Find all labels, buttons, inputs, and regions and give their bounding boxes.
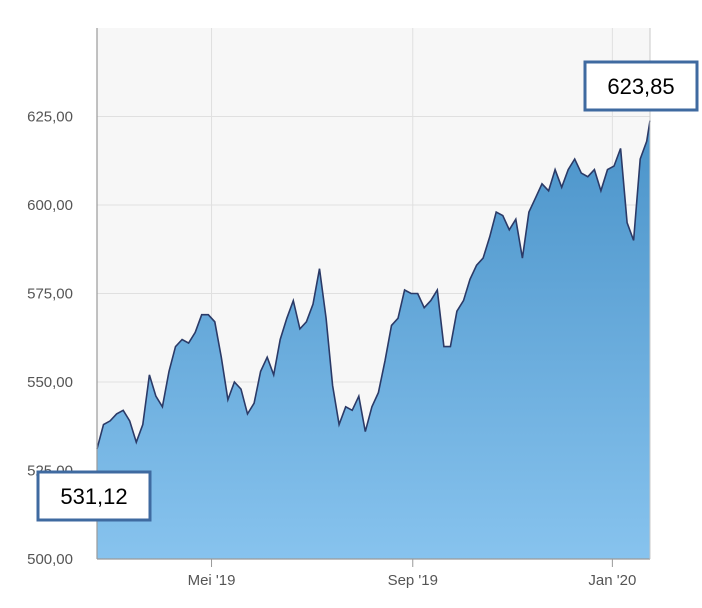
- start-value-label: 531,12: [60, 484, 127, 509]
- start-value-callout: 531,12: [36, 470, 152, 522]
- price-line: [96, 120, 651, 450]
- end-value-callout: 623,85: [583, 60, 699, 112]
- x-tick-label: Sep '19: [388, 572, 438, 589]
- y-tick-label: 600,00: [27, 197, 73, 214]
- y-tick-label: 575,00: [27, 286, 73, 303]
- end-value-box: [583, 60, 699, 112]
- start-value-box: [36, 470, 152, 522]
- y-tick-label: 500,00: [27, 551, 73, 568]
- x-tick-label: Jan '20: [588, 572, 636, 589]
- y-tick-label: 550,00: [27, 374, 73, 391]
- price-area: [97, 120, 650, 559]
- x-tick-label: Mei '19: [188, 572, 236, 589]
- end-value-label: 623,85: [607, 74, 674, 99]
- y-tick-label: 625,00: [27, 109, 73, 126]
- x-axis-ticks: Mei '19 Sep '19 Jan '20: [188, 559, 636, 589]
